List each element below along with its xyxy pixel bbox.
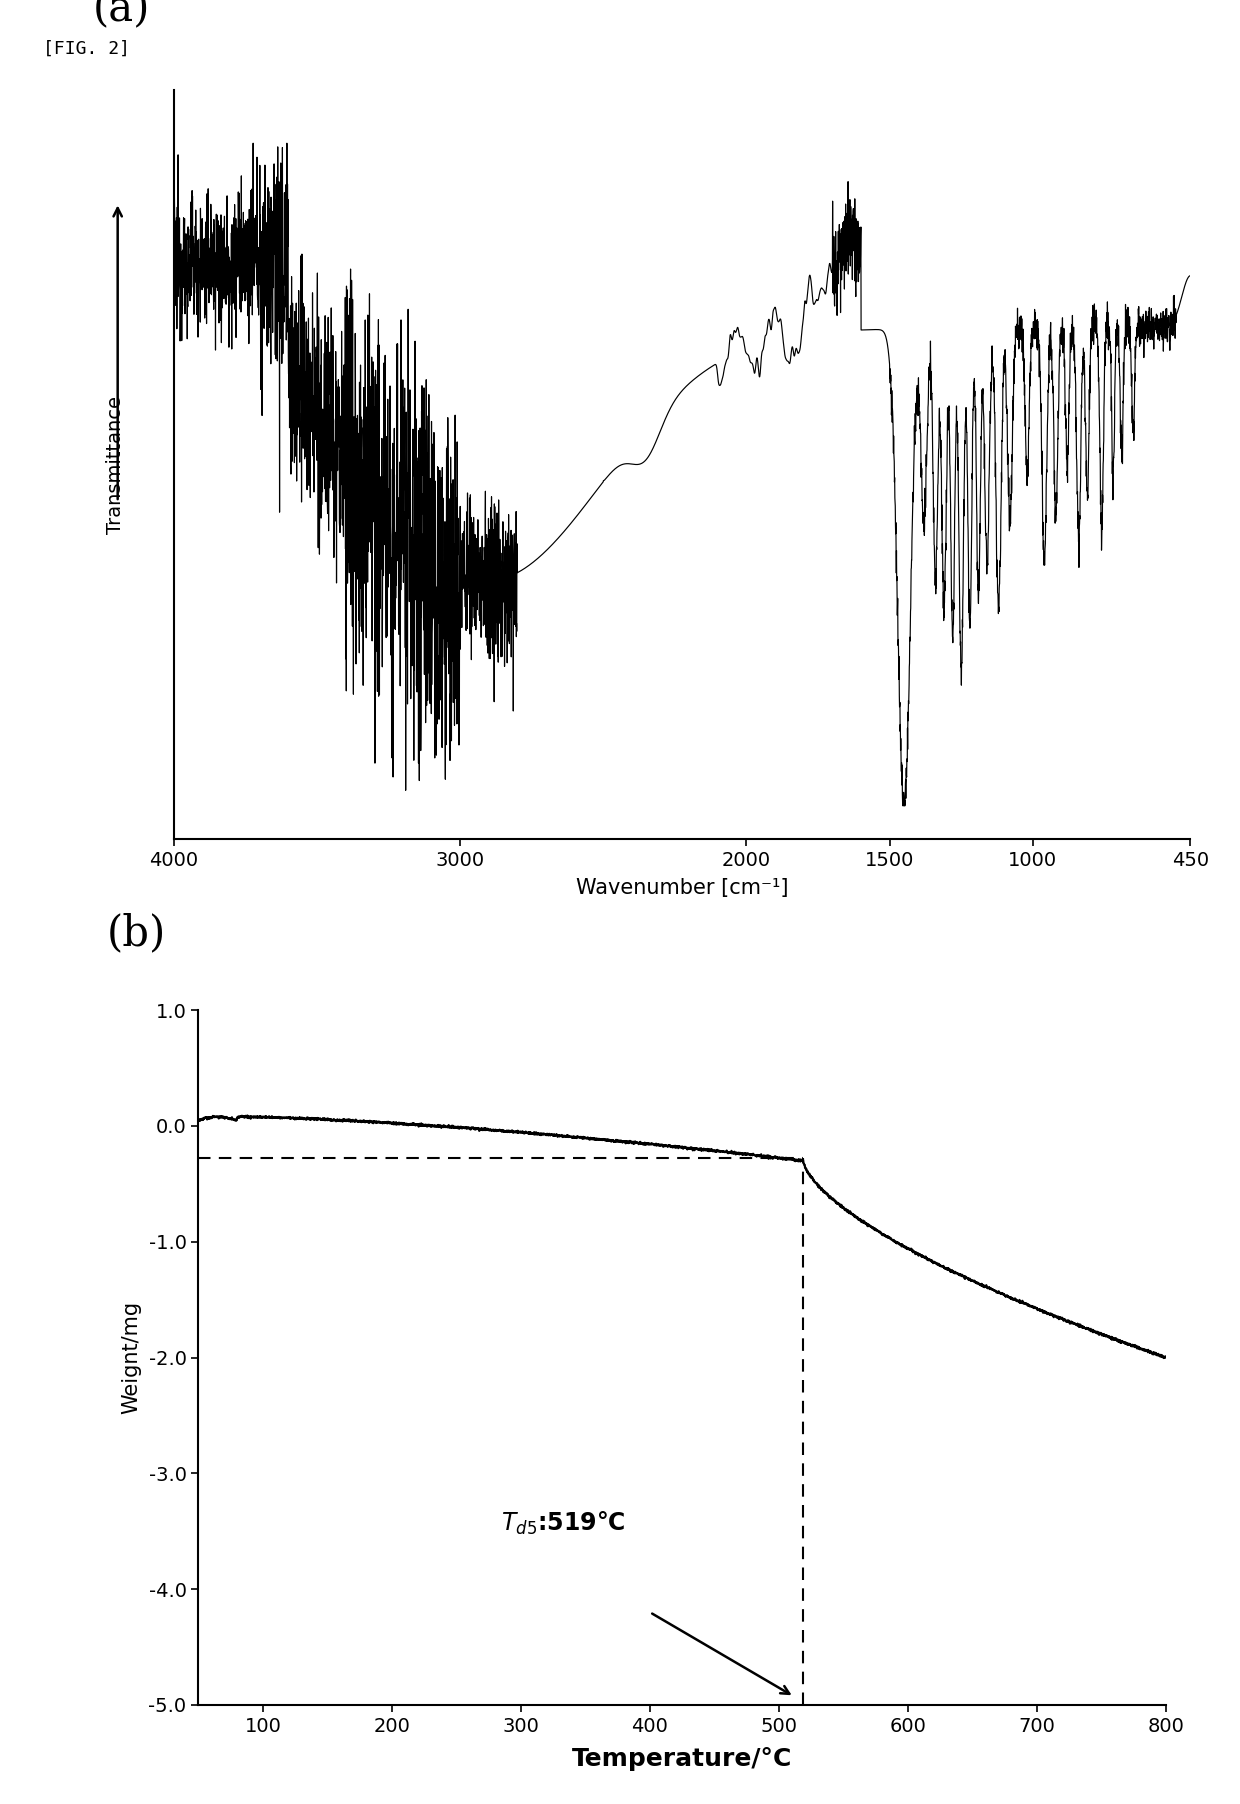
X-axis label: Wavenumber [cm⁻¹]: Wavenumber [cm⁻¹] (575, 879, 789, 898)
Text: (a): (a) (92, 0, 150, 31)
Text: (b): (b) (107, 913, 166, 954)
Text: [FIG. 2]: [FIG. 2] (43, 40, 130, 58)
Y-axis label: Weignt/mg: Weignt/mg (122, 1301, 141, 1414)
Y-axis label: Transmittance: Transmittance (105, 395, 125, 534)
X-axis label: Temperature/°C: Temperature/°C (572, 1746, 792, 1772)
Text: $\it{T}$$_{d5}$:519°C: $\it{T}$$_{d5}$:519°C (501, 1510, 626, 1537)
